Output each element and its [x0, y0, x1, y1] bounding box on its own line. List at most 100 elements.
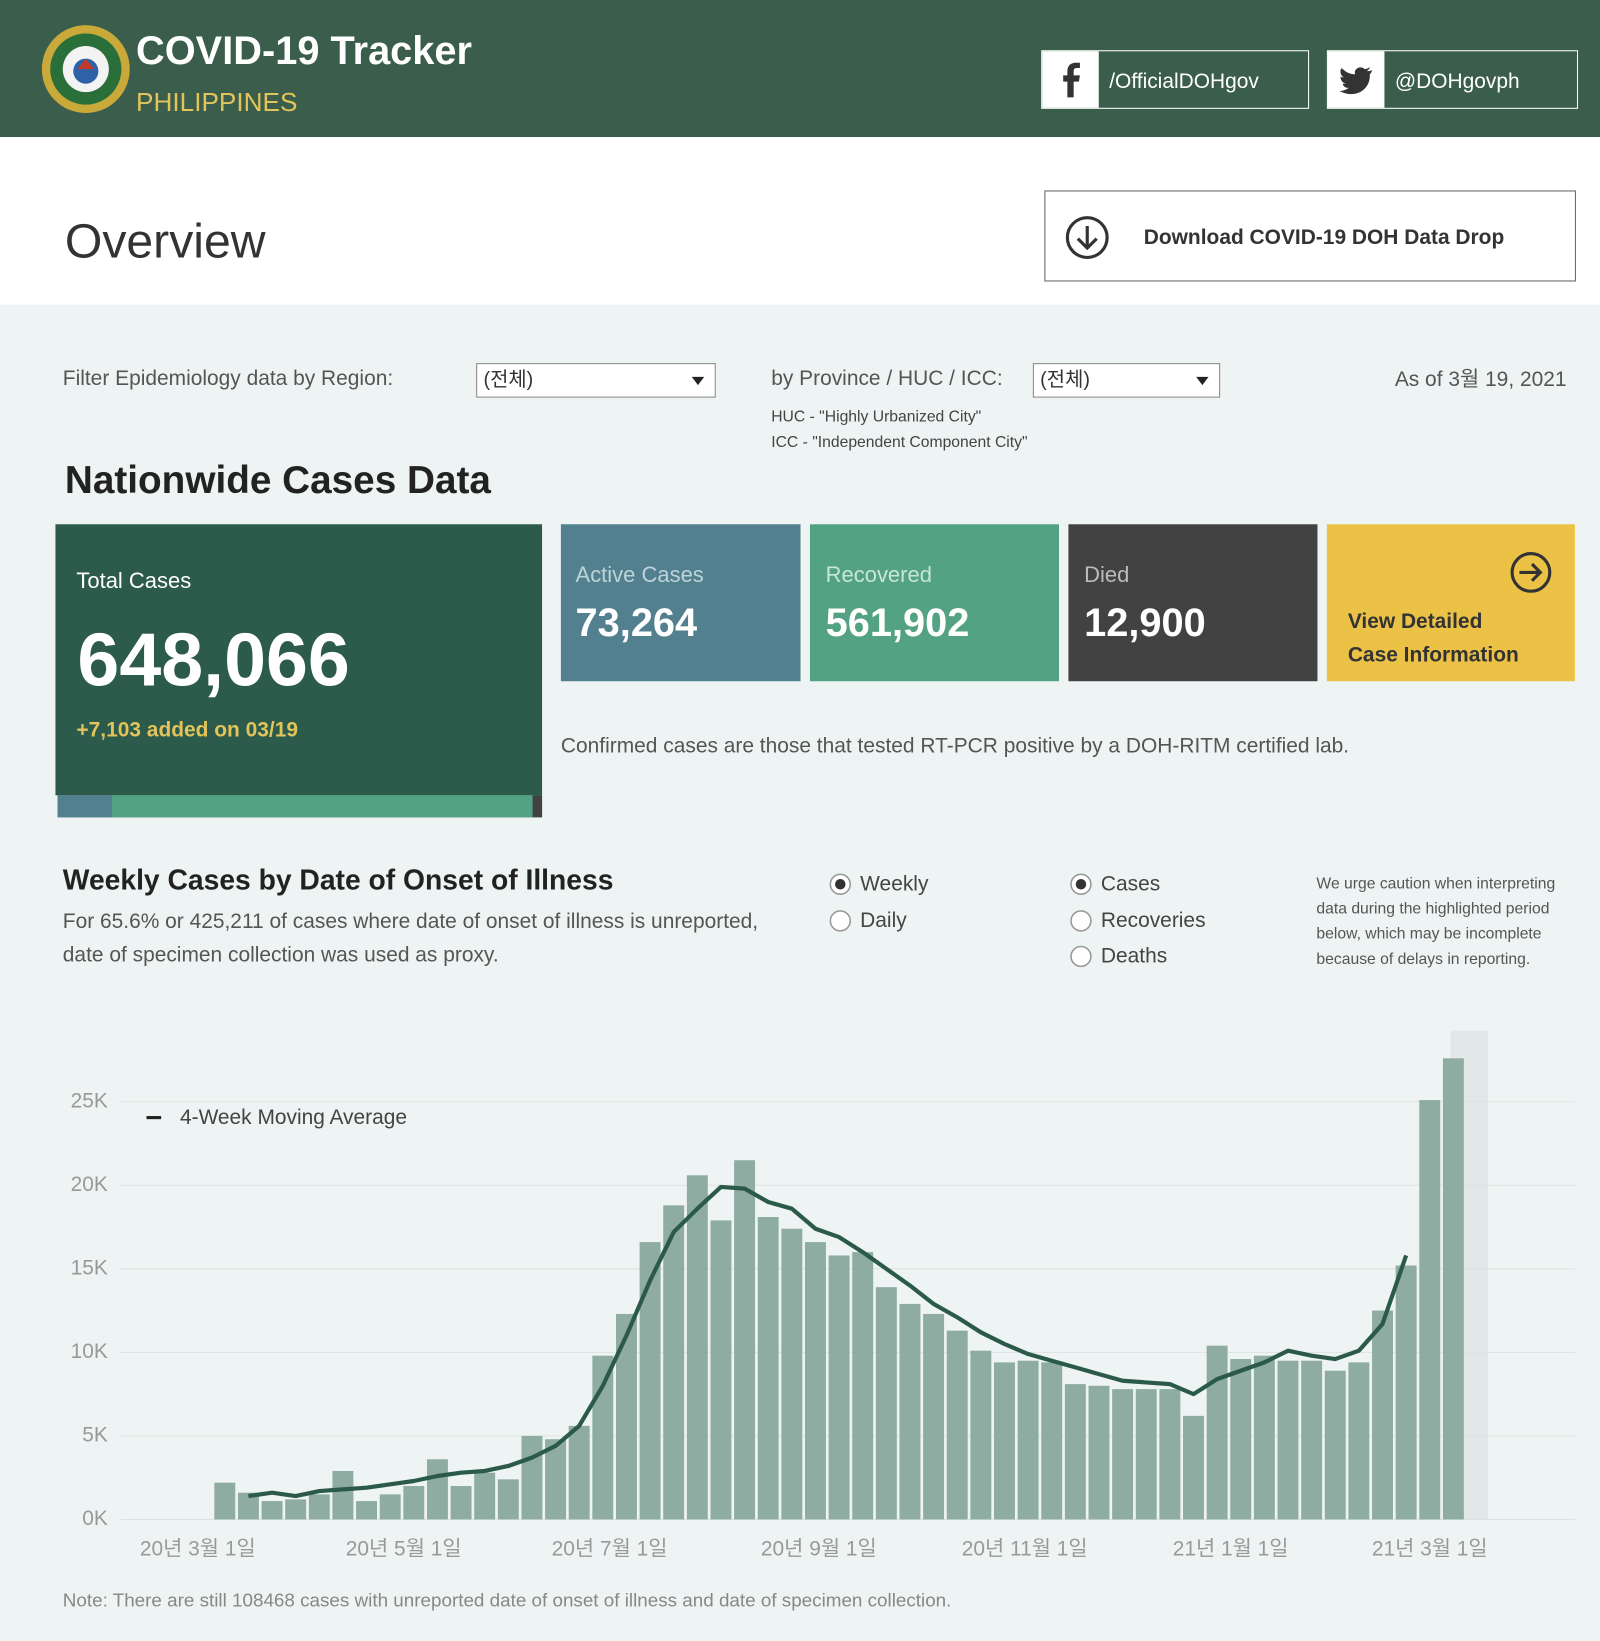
nationwide-title: Nationwide Cases Data [64, 458, 491, 502]
region-filter-label: Filter Epidemiology data by Region: [62, 367, 394, 391]
huc-note: HUC - "Highly Urbanized City" [771, 408, 982, 426]
recovered-value: 561,902 [825, 601, 970, 646]
bar [426, 1459, 448, 1520]
radio-label: Cases [1100, 872, 1161, 896]
bar [828, 1255, 850, 1520]
x-tick-label: 20년 9월 1일 [761, 1537, 877, 1560]
bar [497, 1479, 519, 1520]
x-tick-label: 20년 3월 1일 [140, 1537, 256, 1560]
bar [1135, 1389, 1157, 1520]
radio-option[interactable]: Recoveries [1069, 908, 1278, 935]
app-title: COVID-19 Tracker [136, 29, 473, 74]
bar [261, 1501, 283, 1520]
bar [1442, 1058, 1464, 1520]
province-filter-label: by Province / HUC / ICC: [771, 367, 1003, 391]
bar [1183, 1415, 1204, 1520]
bar [710, 1220, 732, 1520]
radio-label: Daily [860, 908, 907, 932]
bar [379, 1494, 401, 1520]
bar [970, 1350, 992, 1520]
confirmed-note: Confirmed cases are those that tested RT… [560, 734, 1350, 758]
logo [41, 25, 130, 114]
icc-note: ICC - "Independent Component City" [771, 433, 1028, 452]
twitter-handle: @DOHgovph [1394, 70, 1520, 94]
bar [1088, 1385, 1110, 1520]
legend-label: 4-Week Moving Average [180, 1106, 407, 1129]
bar [568, 1425, 590, 1520]
download-button[interactable]: Download COVID-19 DOH Data Drop [1044, 190, 1576, 282]
x-tick-label: 21년 1월 1일 [1173, 1537, 1289, 1560]
bar [545, 1439, 567, 1520]
region-dropdown[interactable]: (전체) [476, 363, 716, 398]
bar [1419, 1100, 1441, 1520]
radio-option[interactable]: Weekly [829, 872, 1038, 899]
active-card[interactable]: Active Cases 73,264 [560, 524, 801, 682]
province-dropdown[interactable]: (전체) [1032, 363, 1221, 398]
bar [994, 1362, 1015, 1520]
bar [686, 1175, 708, 1520]
app-subtitle: PHILIPPINES [136, 87, 298, 118]
bar [757, 1217, 779, 1520]
bar [1301, 1360, 1323, 1520]
recovered-label: Recovered [825, 562, 932, 588]
bar [875, 1287, 897, 1520]
bar [1112, 1389, 1134, 1520]
bar [1230, 1359, 1252, 1520]
x-tick-label: 20년 7월 1일 [552, 1537, 668, 1560]
x-tick-label: 20년 5월 1일 [346, 1537, 462, 1560]
bar [1348, 1362, 1370, 1520]
bar [1206, 1345, 1228, 1520]
x-tick-label: 20년 11월 1일 [962, 1537, 1088, 1560]
bar [781, 1228, 803, 1520]
radio-label: Weekly [860, 872, 929, 896]
y-tick-label: 15K [71, 1256, 108, 1279]
download-label: Download COVID-19 DOH Data Drop [1143, 226, 1505, 250]
died-share [532, 795, 543, 818]
view-detail-card[interactable]: View Detailed Case Information [1326, 524, 1575, 682]
total-value: 648,066 [77, 618, 350, 703]
bar [450, 1486, 472, 1520]
weekly-subtitle: For 65.6% or 425,211 of cases where date… [62, 910, 759, 967]
bar [1372, 1310, 1393, 1520]
bar [237, 1492, 259, 1520]
bar [592, 1355, 614, 1520]
recovered-card[interactable]: Recovered 561,902 [809, 524, 1059, 682]
view-detail-label: View Detailed Case Information [1347, 610, 1519, 667]
bar [521, 1435, 543, 1520]
y-tick-label: 20K [71, 1173, 108, 1196]
twitter-link[interactable]: @DOHgovph [1326, 50, 1579, 109]
bar [332, 1470, 354, 1520]
died-card[interactable]: Died 12,900 [1068, 524, 1318, 682]
bar [1041, 1362, 1063, 1520]
bar [1277, 1360, 1299, 1520]
bar [899, 1303, 921, 1520]
bar [474, 1472, 496, 1520]
bar [403, 1486, 425, 1520]
facebook-link[interactable]: /OfficialDOHgov [1041, 50, 1310, 109]
active-share [57, 795, 113, 818]
bar [1017, 1360, 1039, 1520]
footnote: Note: There are still 108468 cases with … [62, 1589, 952, 1611]
bar [1253, 1355, 1275, 1520]
bar [1395, 1265, 1417, 1520]
y-tick-label: 10K [71, 1340, 108, 1363]
bar [615, 1313, 637, 1520]
radio-label: Recoveries [1100, 908, 1206, 932]
bar [214, 1482, 236, 1520]
overview-title: Overview [64, 213, 266, 268]
active-label: Active Cases [575, 562, 704, 588]
radio-option[interactable]: Cases [1069, 872, 1278, 899]
bar [1324, 1370, 1346, 1520]
radio-option[interactable]: Daily [829, 908, 1038, 935]
y-tick-label: 25K [71, 1089, 108, 1112]
bar [1159, 1389, 1181, 1520]
y-tick-label: 0K [82, 1507, 108, 1530]
bar [285, 1499, 307, 1520]
radio-option[interactable]: Deaths [1069, 944, 1278, 971]
died-value: 12,900 [1084, 601, 1206, 646]
died-label: Died [1084, 562, 1130, 588]
bar [639, 1242, 661, 1520]
facebook-handle: /OfficialDOHgov [1109, 70, 1259, 94]
moving-average-line [248, 1184, 1409, 1499]
